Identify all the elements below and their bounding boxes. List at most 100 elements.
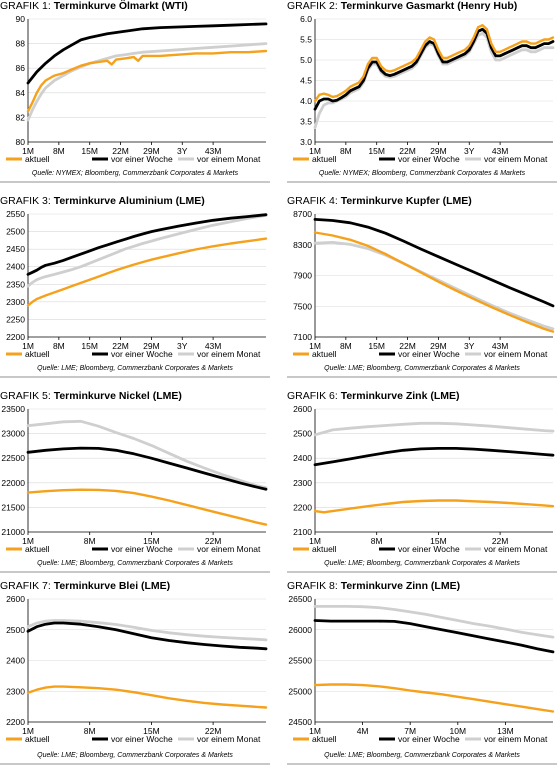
y-tick-label: 80 <box>16 137 26 147</box>
y-tick-label: 88 <box>16 39 26 49</box>
y-tick-label: 7900 <box>293 271 312 281</box>
panel-divider <box>0 763 270 765</box>
legend-entry: vor einem Monat <box>484 734 548 744</box>
y-tick-label: 2600 <box>293 405 312 414</box>
chart-title: GRAFIK 3: Terminkurve Aluminium (LME) <box>0 195 270 209</box>
series-line-woche <box>313 27 555 111</box>
x-tick-label: 1M <box>309 536 321 546</box>
y-tick-label: 2200 <box>6 332 25 342</box>
y-tick-label: 2450 <box>6 244 25 254</box>
series-line-aktuell <box>26 685 268 709</box>
legend-entry: aktuell <box>25 734 50 744</box>
legend-entry: vor einer Woche <box>111 349 173 359</box>
x-tick-label: 8M <box>84 726 96 736</box>
x-tick-label: 43M <box>492 146 509 156</box>
y-tick-label: 2350 <box>6 279 25 289</box>
chart-title: GRAFIK 4: Terminkurve Kupfer (LME) <box>287 195 557 209</box>
x-tick-label: 15M <box>81 146 98 156</box>
y-tick-label: 2300 <box>6 686 25 696</box>
y-tick-label: 8300 <box>293 240 312 250</box>
y-tick-label: 5.0 <box>300 55 312 65</box>
panel-divider <box>0 571 270 573</box>
legend-entry: aktuell <box>25 154 50 164</box>
x-tick-label: 13M <box>497 726 514 736</box>
chart-prefix: GRAFIK 3: <box>0 195 51 207</box>
chart-panel-1: GRAFIK 1: Terminkurve Ölmarkt (WTI) Quell… <box>0 0 270 185</box>
y-tick-label: 2400 <box>6 262 25 272</box>
chart-prefix: GRAFIK 4: <box>287 195 338 207</box>
series-line-aktuell <box>26 488 268 526</box>
legend-entry: vor einem Monat <box>197 154 261 164</box>
y-tick-label: 2400 <box>293 453 312 463</box>
chart-prefix: GRAFIK 5: <box>0 390 51 402</box>
series-line-woche <box>26 621 268 651</box>
chart-panel-2: GRAFIK 2: Terminkurve Gasmarkt (Henry Hu… <box>287 0 557 185</box>
chart-plot-4: 7100 7500 7900 8300 8700 1M 8M 15M 22M 29M 3Y 43M ak… <box>293 210 555 359</box>
series-line-woche <box>313 218 555 308</box>
y-tick-label: 2300 <box>6 297 25 307</box>
x-tick-label: 1M <box>22 536 34 546</box>
x-tick-label: 15M <box>430 536 447 546</box>
chart-title-text: Terminkurve Ölmarkt (WTI) <box>53 0 188 12</box>
y-tick-label: 26500 <box>288 595 312 604</box>
x-tick-label: 8M <box>340 146 352 156</box>
series-line-monat <box>26 619 268 642</box>
y-tick-label: 21000 <box>1 527 25 537</box>
x-tick-label: 1M <box>309 341 321 351</box>
panel-divider <box>0 376 270 378</box>
x-tick-label: 22M <box>399 341 416 351</box>
legend-entry: aktuell <box>312 154 337 164</box>
legend-entry: aktuell <box>312 544 337 554</box>
series-line-woche <box>26 22 268 85</box>
x-tick-label: 29M <box>430 146 447 156</box>
x-tick-label: 43M <box>205 146 222 156</box>
y-tick-label: 2500 <box>293 429 312 439</box>
chart-plot-7: 2200 2300 2400 2500 2600 1M 8M 15M 22M aktuell vor… <box>6 595 268 744</box>
x-tick-label: 15M <box>368 146 385 156</box>
x-tick-label: 8M <box>84 536 96 546</box>
chart-plot-1: 80 82 84 86 88 90 1M 8M 15M 22M 29M 3Y 43M aktuell vor… <box>6 15 268 164</box>
chart-plot-5: 21000 21500 22000 22500 23000 23500 1M 8M 15M 22M… <box>1 405 268 554</box>
chart-panel-6: GRAFIK 6: Terminkurve Zink (LME) Quelle: … <box>287 390 557 575</box>
y-tick-label: 22500 <box>1 453 25 463</box>
series-line-woche <box>313 447 555 467</box>
series-line-woche <box>26 213 268 276</box>
x-tick-label: 8M <box>371 536 383 546</box>
panel-divider <box>287 763 557 765</box>
x-tick-label: 4M <box>357 726 369 736</box>
chart-title-text: Terminkurve Blei (LME) <box>53 580 171 592</box>
legend-entry: vor einer Woche <box>398 349 460 359</box>
x-tick-label: 1M <box>309 146 321 156</box>
series-line-monat <box>26 42 268 122</box>
chart-plot-6: 2100 2200 2300 2400 2500 2600 1M 8M 15M 22M aktuel… <box>293 405 555 554</box>
series-line-woche <box>313 619 555 654</box>
legend-entry: vor einer Woche <box>111 154 173 164</box>
y-tick-label: 2500 <box>6 625 25 635</box>
x-tick-label: 7M <box>404 726 416 736</box>
x-tick-label: 3Y <box>177 146 188 156</box>
x-tick-label: 3Y <box>464 341 475 351</box>
chart-source: Quelle: LME; Bloomberg, Commerzbank Corp… <box>37 560 233 567</box>
legend-entry: vor einer Woche <box>398 544 460 554</box>
legend-entry: vor einem Monat <box>484 544 548 554</box>
x-tick-label: 10M <box>450 726 467 736</box>
y-tick-label: 2400 <box>6 656 25 666</box>
series-line-aktuell <box>313 499 555 514</box>
x-tick-label: 3Y <box>464 146 475 156</box>
x-tick-label: 29M <box>430 341 447 351</box>
y-tick-label: 2100 <box>293 527 312 537</box>
panel-divider <box>287 181 557 183</box>
chart-title: GRAFIK 6: Terminkurve Zink (LME) <box>287 390 557 404</box>
panel-divider <box>0 181 270 183</box>
chart-plot-2: 3.0 3.5 4.0 4.5 5.0 5.5 6.0 1M 8M 15M 22M 29M 3Y 43M a… <box>293 15 555 164</box>
panel-divider <box>287 571 557 573</box>
chart-prefix: GRAFIK 6: <box>287 390 338 402</box>
series-line-woche <box>26 446 268 491</box>
x-tick-label: 22M <box>492 536 509 546</box>
chart-title-text: Terminkurve Zink (LME) <box>340 390 460 402</box>
chart-panel-4: GRAFIK 4: Terminkurve Kupfer (LME) Quelle… <box>287 195 557 380</box>
x-tick-label: 22M <box>112 341 129 351</box>
series-line-monat <box>26 419 268 490</box>
legend-entry: vor einem Monat <box>484 154 548 164</box>
y-tick-label: 21500 <box>1 502 25 512</box>
